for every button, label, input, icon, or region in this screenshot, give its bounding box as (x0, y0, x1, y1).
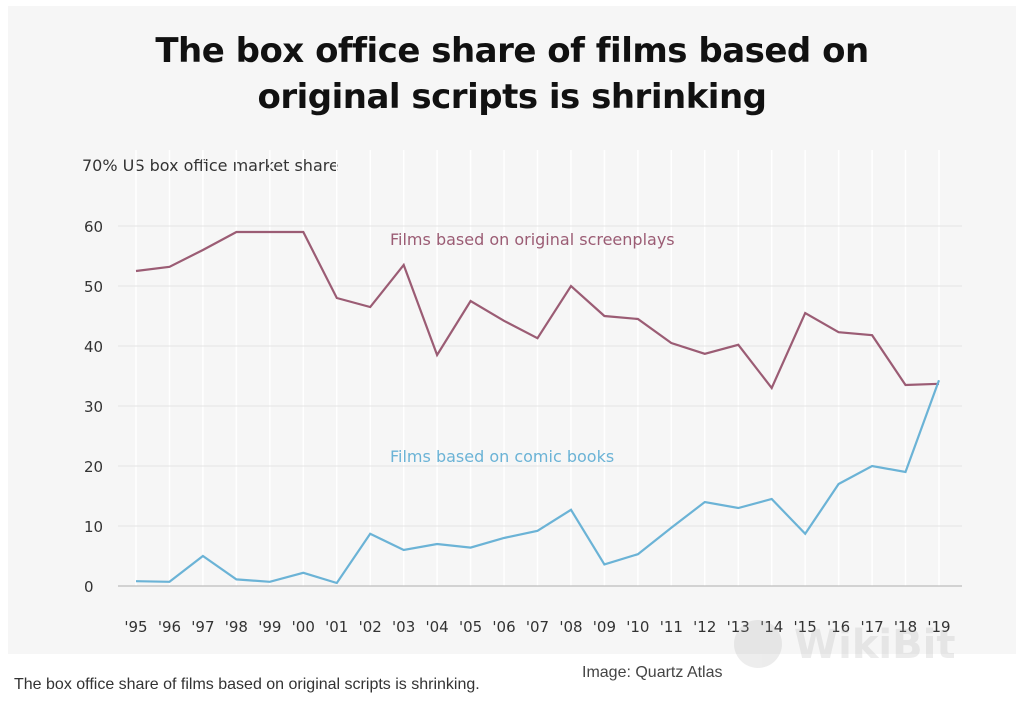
x-tick-label: '99 (258, 618, 281, 636)
line-chart: 70% US box office market share 0 10 20 30 40… (82, 150, 962, 636)
x-tick-label: '01 (325, 618, 348, 636)
y-tick-label: 0 (84, 578, 94, 596)
x-tick-label: '02 (359, 618, 382, 636)
x-tick-label: '08 (559, 618, 582, 636)
chart-card (8, 6, 1016, 654)
series-labels: Films based on original screenplays Films… (390, 230, 675, 466)
grid (118, 150, 962, 586)
x-tick-label: '96 (158, 618, 181, 636)
x-tick-label: '07 (526, 618, 549, 636)
y-tick-label: 10 (84, 518, 103, 536)
x-tick-label: '98 (225, 618, 248, 636)
series-lines (135, 230, 941, 585)
x-tick-label: '95 (124, 618, 147, 636)
axes: 0 10 20 30 40 50 60 '95 '96 '97 '98 '99 '00 '01 '02 '03… (84, 218, 962, 636)
x-tick-label: '09 (593, 618, 616, 636)
chart-title-line-2: original scripts is shrinking (257, 77, 768, 117)
x-tick-label: '04 (426, 618, 449, 636)
x-tick-label: '19 (927, 618, 950, 636)
x-tick-label: '17 (860, 618, 883, 636)
chart-title-line-1: The box office share of films based on (155, 31, 869, 71)
y-tick-label: 30 (84, 398, 103, 416)
x-tick-label: '13 (727, 618, 750, 636)
x-tick-label: '16 (827, 618, 850, 636)
x-tick-label: '10 (626, 618, 649, 636)
y-axis-label: 70% US box office market share (82, 156, 339, 175)
x-tick-label: '03 (392, 618, 415, 636)
x-tick-label: '15 (794, 618, 817, 636)
x-tick-label: '12 (693, 618, 716, 636)
x-tick-label: '11 (660, 618, 683, 636)
original-screenplays-label: Films based on original screenplays (390, 230, 675, 249)
y-tick-label: 40 (84, 338, 103, 356)
figure-caption: The box office share of films based on o… (14, 676, 480, 693)
x-tick-label: '14 (760, 618, 783, 636)
y-tick-label: 20 (84, 458, 103, 476)
x-tick-label: '05 (459, 618, 482, 636)
y-tick-label: 50 (84, 278, 103, 296)
x-tick-label: '18 (894, 618, 917, 636)
x-tick-label: '06 (492, 618, 515, 636)
x-tick-label: '00 (292, 618, 315, 636)
y-tick-label: 60 (84, 218, 103, 236)
x-tick-label: '97 (191, 618, 214, 636)
comic-books-label: Films based on comic books (390, 447, 614, 466)
chart-title: The box office share of films based on or… (0, 28, 1024, 120)
image-credit: Image: Quartz Atlas (582, 664, 723, 681)
